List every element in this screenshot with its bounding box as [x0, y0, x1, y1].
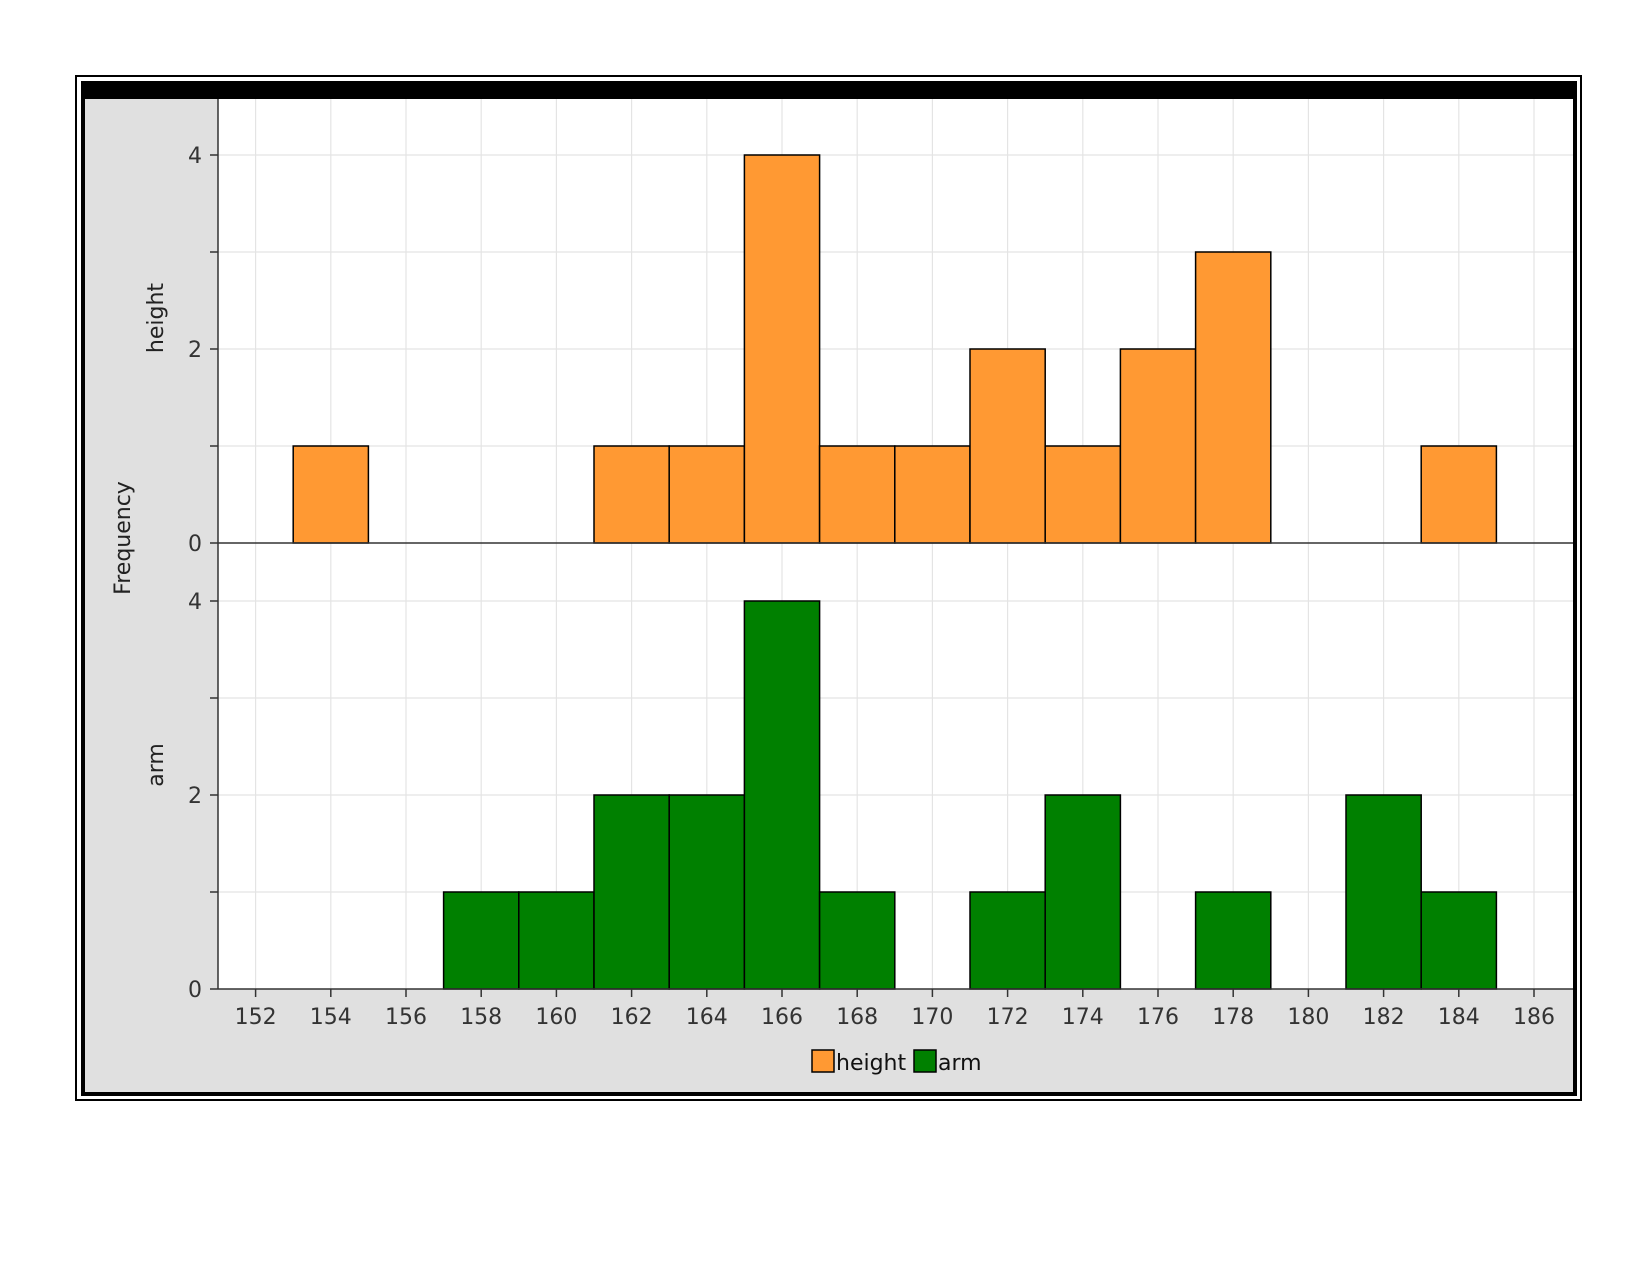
bar-height-167: [818, 445, 896, 544]
bar-height-163: [668, 445, 746, 544]
x-tick-label-168: 168: [836, 1005, 878, 1030]
y-tick-label-0-4: 4: [188, 144, 202, 169]
x-tick-label-156: 156: [385, 1005, 427, 1030]
bar-height-161: [593, 445, 670, 544]
bar-height-175: [1119, 348, 1197, 544]
bar-arm-181: [1345, 794, 1422, 990]
x-tick-label-158: 158: [460, 1005, 502, 1030]
y-tick-label-0-0: 0: [188, 532, 202, 557]
x-tick-label-174: 174: [1062, 1005, 1104, 1030]
bar-height-169: [894, 445, 971, 544]
x-tick-label-162: 162: [611, 1005, 653, 1030]
bar-height-173: [1044, 445, 1122, 544]
bar-height-165: [743, 154, 821, 544]
legend-swatch-arm: [913, 1049, 937, 1073]
y-tick-label-1-4: 4: [188, 590, 202, 615]
legend-label-height: height: [836, 1051, 906, 1076]
bar-arm-171: [969, 891, 1046, 990]
bar-height-183: [1420, 445, 1498, 544]
bar-height-177: [1194, 251, 1272, 544]
axes-layer: 0 2 4 0 2 4 152 154 156 158 160 162 164 166 168 170 172 1…: [188, 99, 1573, 1030]
panel-label-arm: arm: [144, 743, 169, 787]
bar-arm-173: [1044, 794, 1122, 990]
x-tick-label-164: 164: [686, 1005, 728, 1030]
y-axis-title: Frequency: [111, 481, 136, 595]
bar-height-153: [292, 445, 370, 544]
x-tick-label-160: 160: [535, 1005, 577, 1030]
x-tick-label-152: 152: [235, 1005, 277, 1030]
y-tick-label-1-2: 2: [188, 784, 202, 809]
bar-arm-183: [1420, 891, 1498, 990]
legend: height arm: [811, 1049, 982, 1076]
x-tick-label-182: 182: [1363, 1005, 1405, 1030]
y-tick-label-0-2: 2: [188, 338, 202, 363]
x-tick-label-186: 186: [1513, 1005, 1555, 1030]
y-tick-label-1-0: 0: [188, 978, 202, 1003]
x-tick-label-178: 178: [1212, 1005, 1254, 1030]
bar-arm-167: [818, 891, 896, 990]
x-tick-label-180: 180: [1287, 1005, 1329, 1030]
x-tick-label-154: 154: [310, 1005, 352, 1030]
title-bar: [83, 83, 1575, 99]
bar-arm-177: [1194, 891, 1272, 990]
legend-label-arm: arm: [938, 1051, 982, 1076]
x-tick-label-166: 166: [761, 1005, 803, 1030]
bar-arm-161: [593, 794, 670, 990]
bar-arm-163: [668, 794, 746, 990]
bar-arm-165: [743, 600, 821, 990]
x-tick-label-184: 184: [1438, 1005, 1480, 1030]
legend-swatch-height: [811, 1049, 835, 1073]
x-tick-label-176: 176: [1137, 1005, 1179, 1030]
bar-arm-159: [518, 891, 595, 990]
bar-height-171: [969, 348, 1046, 544]
bars-layer: [292, 154, 1498, 990]
x-tick-label-172: 172: [987, 1005, 1029, 1030]
bar-arm-157: [442, 891, 520, 990]
panel-label-height: height: [144, 283, 169, 353]
x-tick-label-170: 170: [911, 1005, 953, 1030]
